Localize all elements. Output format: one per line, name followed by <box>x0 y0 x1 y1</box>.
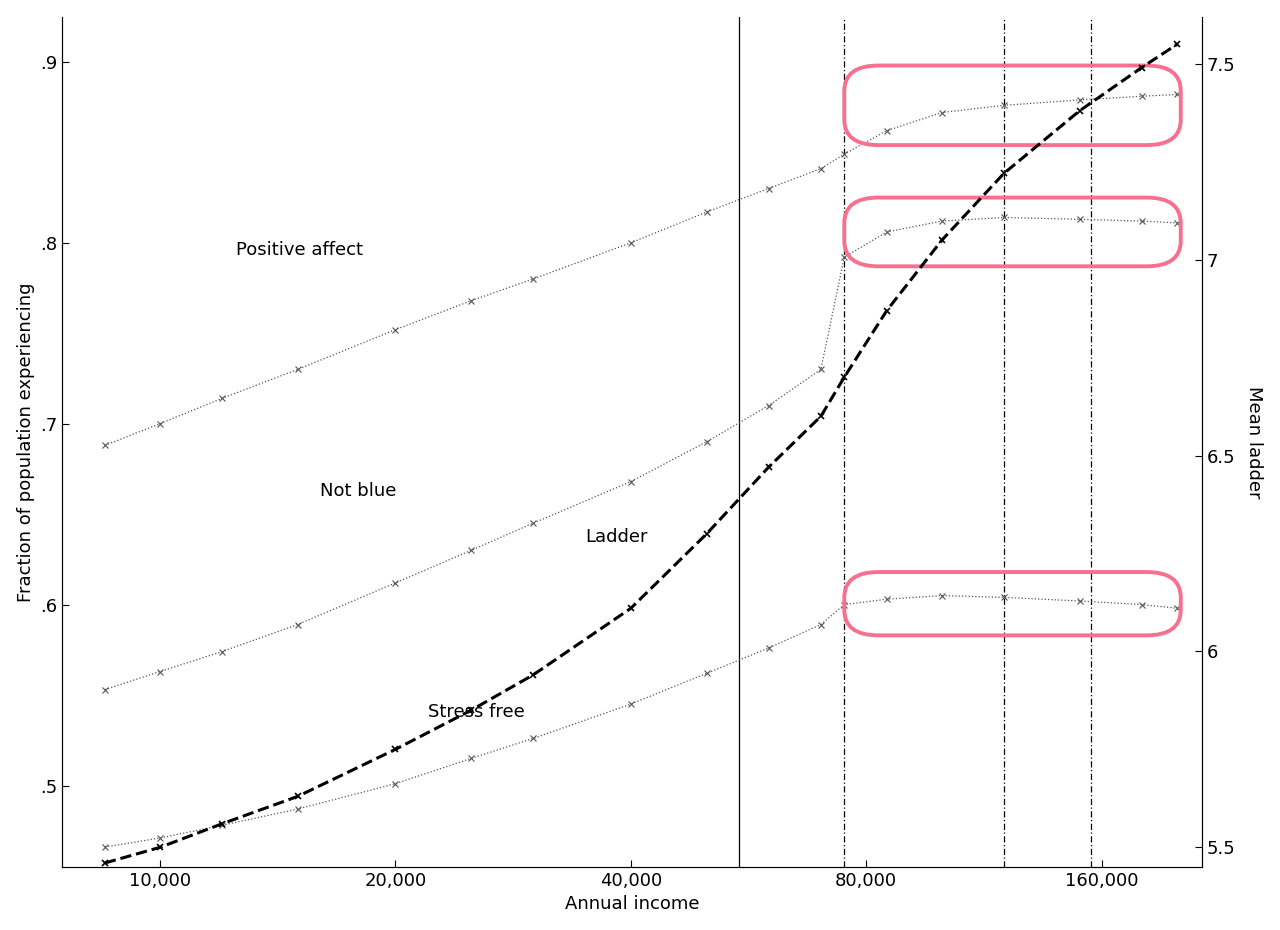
Text: Ladder: Ladder <box>585 527 648 546</box>
Y-axis label: Mean ladder: Mean ladder <box>1245 386 1263 498</box>
Y-axis label: Fraction of population experiencing: Fraction of population experiencing <box>17 282 35 602</box>
Text: Not blue: Not blue <box>320 482 396 500</box>
Text: Stress free: Stress free <box>428 703 525 721</box>
Text: Positive affect: Positive affect <box>236 242 362 259</box>
X-axis label: Annual income: Annual income <box>564 896 699 913</box>
